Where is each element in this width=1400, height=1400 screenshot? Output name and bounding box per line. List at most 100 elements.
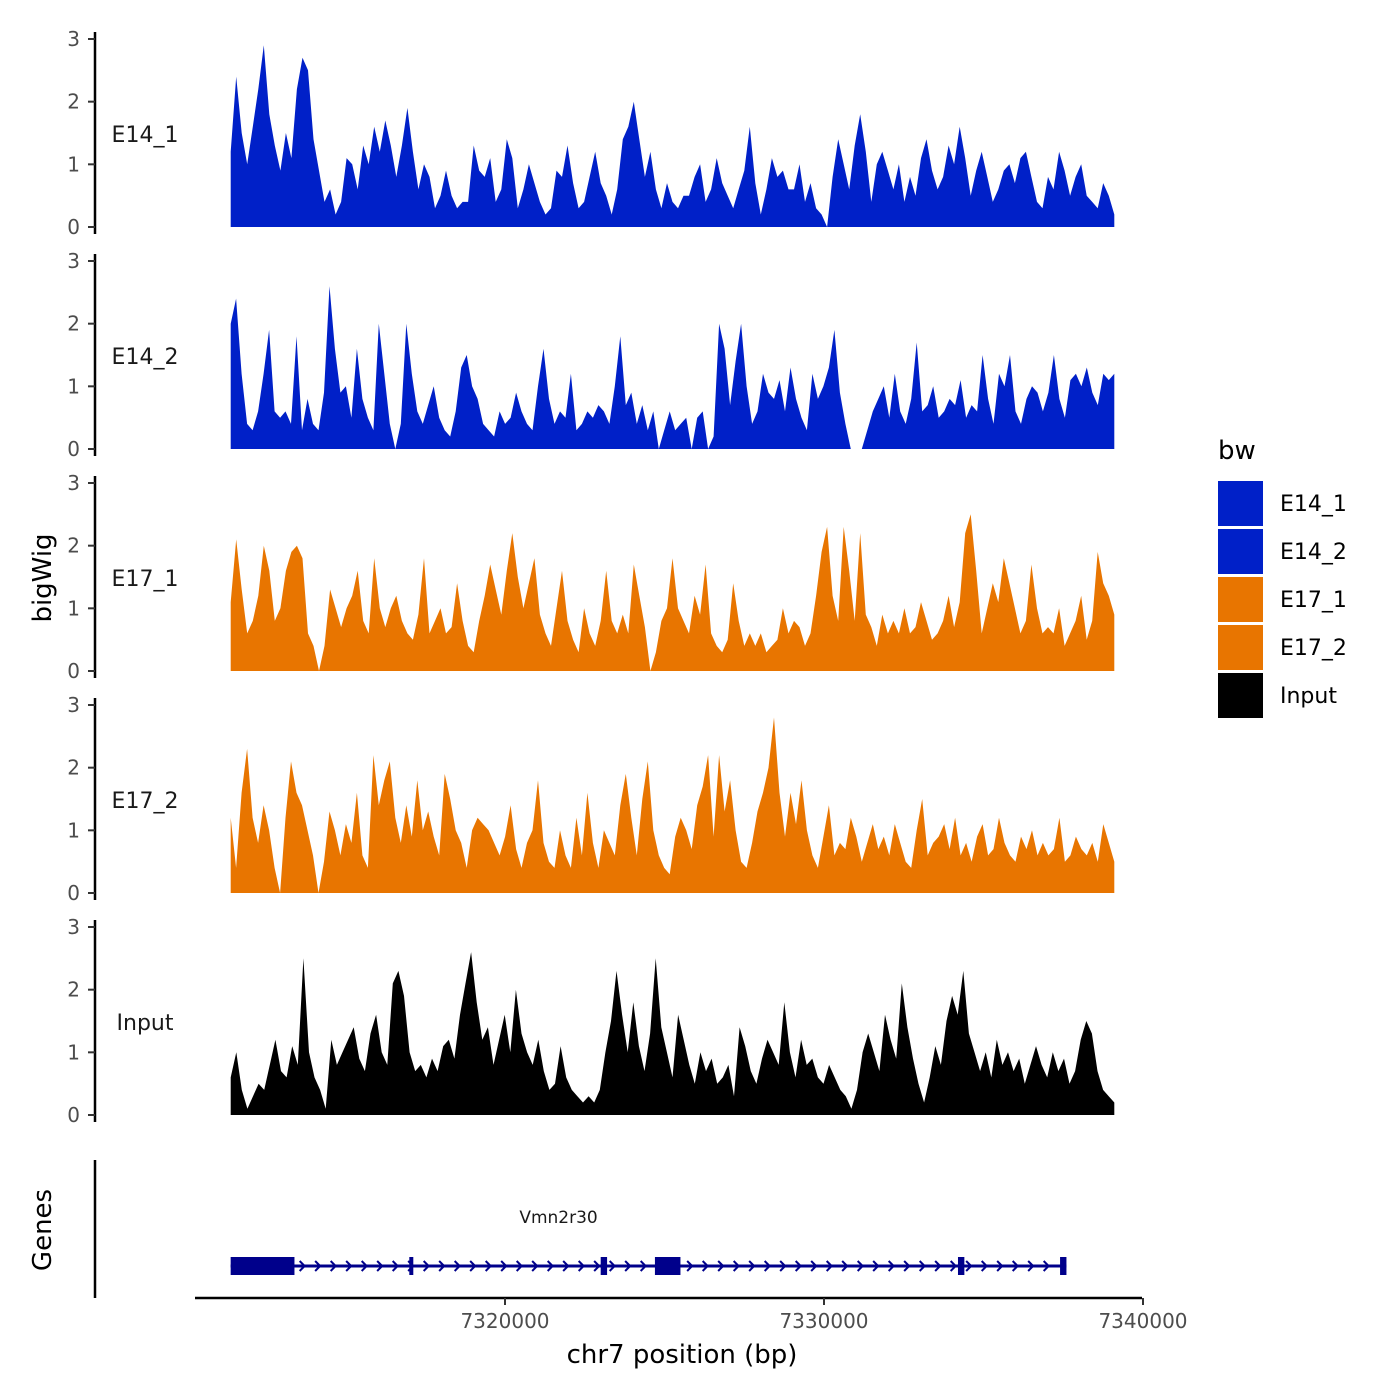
legend-swatch <box>1218 577 1263 622</box>
gene-strand-chevron <box>360 1260 369 1272</box>
gene-strand-chevron <box>422 1260 431 1272</box>
legend-items: E14_1 E14_2 E17_1 E17_2 Input <box>1218 481 1347 718</box>
track-label-E17_1: E17_1 <box>112 567 179 592</box>
gene-strand-chevron <box>1011 1260 1020 1272</box>
gene-exon <box>1060 1257 1067 1275</box>
legend-item-E17_2: E17_2 <box>1218 625 1347 670</box>
gene-strand-chevron <box>1027 1260 1035 1272</box>
genes-panel: Vmn2r30 <box>93 1160 1067 1298</box>
track-E17_1: 0 1 2 3 <box>67 471 1115 683</box>
gene-strand-chevron <box>810 1260 818 1272</box>
gene-strand-chevron <box>841 1260 849 1272</box>
y-tick-label: 1 <box>67 818 80 842</box>
gene-strand-chevron <box>593 1260 601 1272</box>
gene-strand-chevron <box>686 1260 694 1272</box>
gene-strand-chevron <box>329 1260 338 1272</box>
gene-strand-chevron <box>515 1260 524 1272</box>
gene-strand-chevron <box>469 1260 477 1272</box>
gene-strand-chevron <box>562 1260 570 1272</box>
x-axis: 7320000 7330000 7340000 <box>195 1296 1188 1333</box>
gene-strand-chevron <box>546 1260 555 1272</box>
gene-strand-chevron <box>376 1260 384 1272</box>
gene-strand-chevron <box>872 1260 880 1272</box>
legend-item-E14_1: E14_1 <box>1218 481 1347 526</box>
gene-exon <box>409 1257 414 1275</box>
x-tick-label: 7340000 <box>1098 1309 1187 1333</box>
y-tick-label: 1 <box>67 152 80 176</box>
track-E17_2: 0 1 2 3 <box>67 693 1115 905</box>
gene-strand-chevron <box>965 1260 973 1272</box>
track-labels: E14_1 E14_2 E17_1 E17_2 Input <box>112 123 179 1036</box>
gene-strand-chevron <box>608 1260 617 1272</box>
gene-strand-chevron <box>794 1260 803 1272</box>
gene-strand-chevron <box>484 1260 493 1272</box>
legend-swatch <box>1218 529 1263 574</box>
y-tick-label: 3 <box>67 27 80 51</box>
track-label-E14_1: E14_1 <box>112 123 179 148</box>
legend-label: E17_1 <box>1280 588 1347 613</box>
gene-name-label: Vmn2r30 <box>519 1208 597 1228</box>
y-tick-label: 0 <box>67 881 80 905</box>
genes-axis-title: Genes <box>28 1189 58 1271</box>
legend: bw E14_1 E14_2 E17_1 E17_2 Input <box>1218 436 1347 718</box>
legend-item-E17_1: E17_1 <box>1218 577 1347 622</box>
gene-strand-chevron <box>345 1260 353 1272</box>
y-axis-title: bigWig <box>28 533 58 622</box>
gene-strand-chevron <box>918 1260 927 1272</box>
gene-strand-chevron <box>748 1260 756 1272</box>
gene-strand-chevron <box>980 1260 989 1272</box>
gene-strand-chevron <box>1042 1260 1051 1272</box>
signal-area-E17_1 <box>230 514 1115 671</box>
gene-strand-chevron <box>624 1260 632 1272</box>
y-tick-label: 3 <box>67 249 80 273</box>
legend-swatch <box>1218 481 1263 526</box>
track-Input: 0 1 2 3 <box>67 915 1115 1127</box>
gene-strand-chevron <box>779 1260 787 1272</box>
gene-strand-chevron <box>763 1260 772 1272</box>
y-tick-label: 3 <box>67 693 80 717</box>
gene-strand-chevron <box>856 1260 865 1272</box>
gene-strand-chevron <box>903 1260 911 1272</box>
gene-strand-chevron <box>453 1260 462 1272</box>
signal-area-E17_2 <box>230 717 1115 893</box>
gene-strand-chevron <box>949 1260 958 1272</box>
legend-label: E14_1 <box>1280 492 1347 517</box>
x-tick-label: 7320000 <box>460 1309 549 1333</box>
gene-exon <box>957 1257 965 1275</box>
y-tick-label: 3 <box>67 471 80 495</box>
legend-swatch <box>1218 673 1263 718</box>
y-tick-label: 0 <box>67 659 80 683</box>
track-label-Input: Input <box>117 1011 174 1036</box>
signal-area-E14_1 <box>230 45 1115 227</box>
y-tick-label: 2 <box>67 90 80 114</box>
legend-item-Input: Input <box>1218 673 1337 718</box>
gene-strand-chevron <box>500 1260 508 1272</box>
y-tick-label: 1 <box>67 1040 80 1064</box>
gene-strand-chevron <box>577 1260 586 1272</box>
x-tick-label: 7330000 <box>779 1309 868 1333</box>
legend-label: Input <box>1280 684 1337 709</box>
gene-Vmn2r30: Vmn2r30 <box>230 1208 1067 1275</box>
signal-area-E14_2 <box>230 286 1115 449</box>
y-tick-label: 3 <box>67 915 80 939</box>
y-tick-label: 0 <box>67 1103 80 1127</box>
gene-strand-chevron <box>934 1260 942 1272</box>
y-tick-label: 0 <box>67 437 80 461</box>
track-E14_2: 0 1 2 3 <box>67 249 1115 461</box>
track-label-E17_2: E17_2 <box>112 789 179 814</box>
legend-title: bw <box>1218 436 1256 466</box>
x-axis-title: chr7 position (bp) <box>567 1340 798 1370</box>
gene-exon <box>654 1257 681 1275</box>
track-E14_1: 0 1 2 3 <box>67 27 1115 239</box>
y-tick-label: 2 <box>67 534 80 558</box>
gene-strand-chevron <box>531 1260 539 1272</box>
gene-strand-chevron <box>298 1260 307 1272</box>
y-tick-label: 0 <box>67 215 80 239</box>
legend-swatch <box>1218 625 1263 670</box>
gene-strand-chevron <box>732 1260 741 1272</box>
signal-area-Input <box>230 952 1115 1115</box>
gene-strand-chevron <box>314 1260 322 1272</box>
signal-tracks: 0 1 2 3 0 1 2 3 0 1 2 3 0 1 2 3 0 1 2 3 <box>67 27 1115 1127</box>
gene-strand-chevron <box>438 1260 446 1272</box>
